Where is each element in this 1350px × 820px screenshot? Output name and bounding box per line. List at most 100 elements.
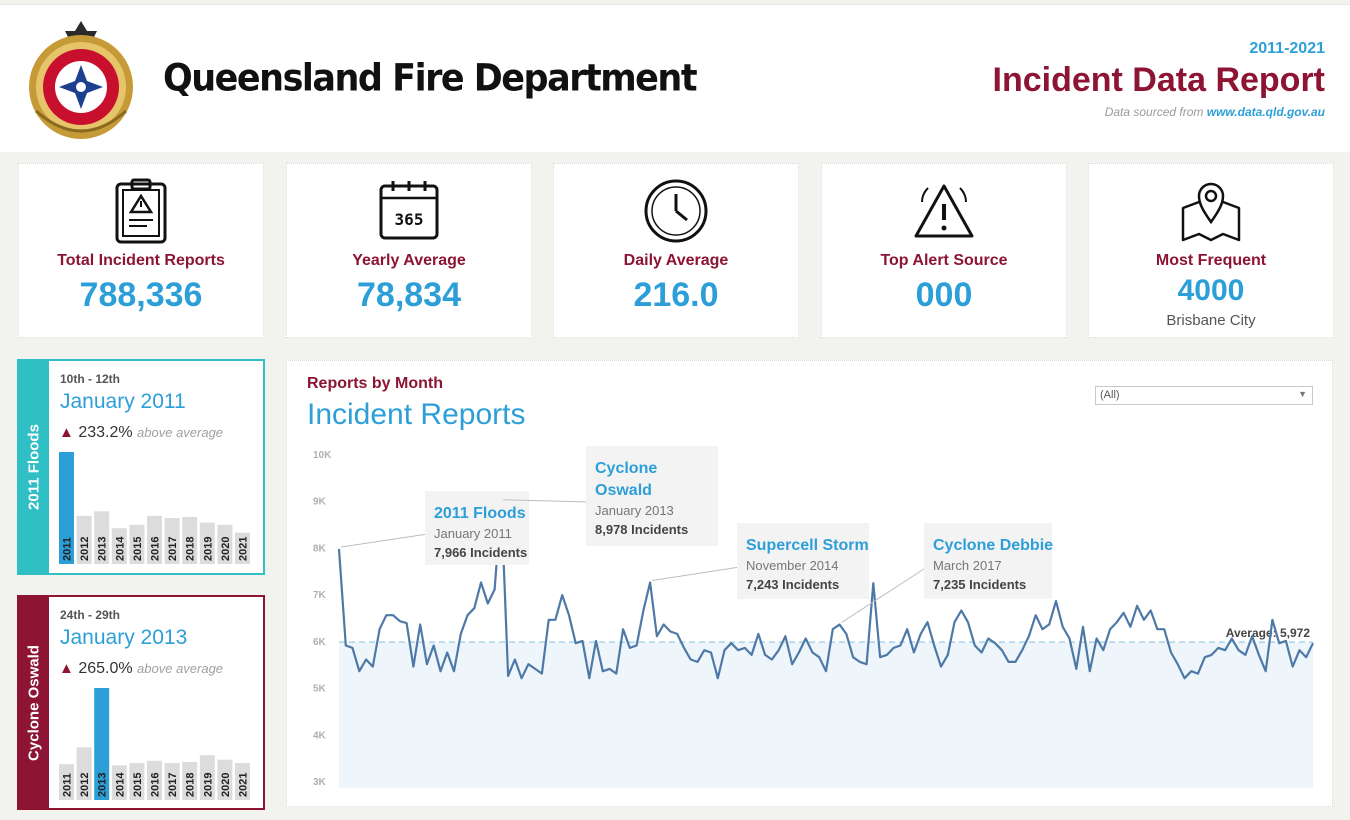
kpi-most-frequent: Most Frequent 4000 Brisbane City bbox=[1088, 163, 1334, 338]
svg-text:365: 365 bbox=[395, 210, 424, 229]
annotation-title: Cyclone Debbie bbox=[933, 537, 1053, 554]
year-bar[interactable] bbox=[94, 511, 110, 564]
chart-title: Incident Reports bbox=[307, 398, 526, 431]
calendar-365-icon: 365 bbox=[379, 181, 439, 240]
source-link[interactable]: www.data.qld.gov.au bbox=[1206, 105, 1325, 119]
year-label: 2015 bbox=[132, 773, 144, 797]
year-bar[interactable] bbox=[164, 518, 180, 564]
annotation-leader bbox=[652, 566, 741, 581]
kpi-label: Total Incident Reports bbox=[57, 252, 225, 269]
event-note: above average bbox=[137, 425, 224, 440]
year-label: 2020 bbox=[220, 537, 232, 561]
kpi-label: Yearly Average bbox=[352, 252, 466, 269]
year-bar[interactable] bbox=[76, 515, 92, 564]
chevron-down-icon: ▼ bbox=[1298, 389, 1307, 399]
year-label: 2018 bbox=[185, 537, 197, 561]
source-prefix: Data sourced from bbox=[1104, 105, 1207, 119]
annotation-count: 8,978 Incidents bbox=[595, 522, 688, 537]
kpi-yearly-average: 365 Yearly Average 78,834 bbox=[286, 163, 532, 338]
annotation-date: January 2013 bbox=[595, 503, 674, 518]
annotation-leader bbox=[503, 499, 590, 503]
event-card-2011-floods: 2011 Floods 10th - 12th January 2011 ▲ 2… bbox=[17, 359, 265, 575]
year-bar[interactable] bbox=[147, 515, 162, 564]
year-bar[interactable] bbox=[235, 763, 250, 800]
y-tick-label: 7K bbox=[313, 590, 327, 601]
year-bar[interactable] bbox=[129, 763, 145, 800]
year-label: 2011 bbox=[62, 773, 74, 797]
report-years: 2011-2021 bbox=[1249, 40, 1325, 57]
year-label: 2021 bbox=[238, 773, 250, 797]
year-bar[interactable] bbox=[94, 688, 110, 800]
year-bar[interactable] bbox=[76, 747, 92, 800]
year-label: 2011 bbox=[62, 537, 74, 561]
event-note: above average bbox=[137, 661, 224, 676]
kpi-top-alert-source: Top Alert Source 000 bbox=[821, 163, 1067, 338]
year-bar[interactable] bbox=[129, 524, 145, 564]
event-band-label: Cyclone Oswald bbox=[25, 644, 43, 761]
event-dates: 24th - 29th bbox=[60, 608, 121, 622]
year-bar[interactable] bbox=[164, 763, 180, 800]
y-tick-label: 9K bbox=[313, 497, 327, 508]
year-label: 2013 bbox=[97, 773, 109, 797]
kpi-value: 000 bbox=[915, 276, 973, 314]
event-month: January 2011 bbox=[60, 390, 186, 413]
year-bar[interactable] bbox=[182, 761, 198, 800]
event-pct-value: 233.2% bbox=[78, 424, 133, 441]
annotation-count: 7,243 Incidents bbox=[746, 577, 839, 592]
year-label: 2013 bbox=[97, 537, 109, 561]
year-label: 2016 bbox=[150, 537, 162, 561]
incident-line-chart: 3K 4K 5K 6K 7K 8K 9K 10K Average: 5,972 2011 Floo… bbox=[313, 446, 1314, 788]
clipboard-alert-icon bbox=[115, 178, 167, 244]
year-label: 2016 bbox=[150, 773, 162, 797]
year-label: 2019 bbox=[202, 773, 214, 797]
year-label: 2018 bbox=[185, 773, 197, 797]
year-label: 2014 bbox=[114, 536, 126, 561]
year-bar[interactable] bbox=[111, 765, 127, 800]
event-dates: 10th - 12th bbox=[60, 372, 121, 386]
year-bar[interactable] bbox=[235, 532, 250, 564]
year-bar[interactable] bbox=[111, 528, 127, 564]
up-triangle-icon: ▲ bbox=[59, 660, 74, 677]
event-band-label: 2011 Floods bbox=[25, 424, 43, 510]
kpi-label: Daily Average bbox=[623, 252, 729, 269]
report-title: Incident Data Report bbox=[992, 61, 1325, 99]
event-pct-value: 265.0% bbox=[78, 660, 133, 677]
kpi-label: Most Frequent bbox=[1155, 252, 1267, 269]
kpi-daily-average: Daily Average 216.0 bbox=[553, 163, 799, 338]
year-bar[interactable] bbox=[59, 764, 74, 800]
kpi-total-incident-reports: Total Incident Reports 788,336 bbox=[18, 163, 264, 338]
annotation-leader bbox=[841, 566, 928, 623]
year-label: 2017 bbox=[167, 537, 179, 561]
kpi-sub: Brisbane City bbox=[1166, 312, 1256, 329]
y-tick-label: 3K bbox=[313, 777, 327, 788]
event-pct: ▲ 265.0% above average bbox=[59, 660, 223, 678]
annotation-title: Oswald bbox=[595, 482, 652, 499]
filter-dropdown[interactable]: (All) ▼ bbox=[1095, 386, 1313, 405]
annotation-date: November 2014 bbox=[746, 558, 839, 573]
average-label: Average: 5,972 bbox=[1226, 626, 1311, 640]
y-tick-label: 4K bbox=[313, 730, 327, 741]
filter-value: (All) bbox=[1100, 389, 1120, 401]
year-bar[interactable] bbox=[59, 452, 74, 564]
year-bar[interactable] bbox=[147, 760, 162, 800]
event-band: Cyclone Oswald bbox=[19, 597, 49, 808]
org-title: Queensland Fire Department bbox=[163, 57, 698, 101]
annotation-count: 7,966 Incidents bbox=[434, 545, 527, 560]
annotation-box bbox=[425, 491, 529, 565]
year-label: 2017 bbox=[167, 773, 179, 797]
year-bar[interactable] bbox=[199, 522, 215, 564]
year-label: 2021 bbox=[238, 537, 250, 561]
up-triangle-icon: ▲ bbox=[59, 424, 74, 441]
year-bar[interactable] bbox=[217, 524, 233, 564]
qfd-crest-logo bbox=[29, 21, 133, 139]
alarm-warning-icon bbox=[914, 184, 974, 238]
year-bar[interactable] bbox=[199, 755, 215, 800]
year-bar[interactable] bbox=[217, 759, 233, 800]
annotation-title: Cyclone bbox=[595, 460, 657, 477]
incident-reports-chart-panel: Reports by Month Incident Reports (All) ▼… bbox=[286, 360, 1333, 807]
kpi-value: 78,834 bbox=[357, 276, 461, 314]
year-bar[interactable] bbox=[182, 516, 198, 564]
year-label: 2019 bbox=[202, 537, 214, 561]
annotation-count: 7,235 Incidents bbox=[933, 577, 1026, 592]
year-label: 2012 bbox=[79, 537, 91, 561]
